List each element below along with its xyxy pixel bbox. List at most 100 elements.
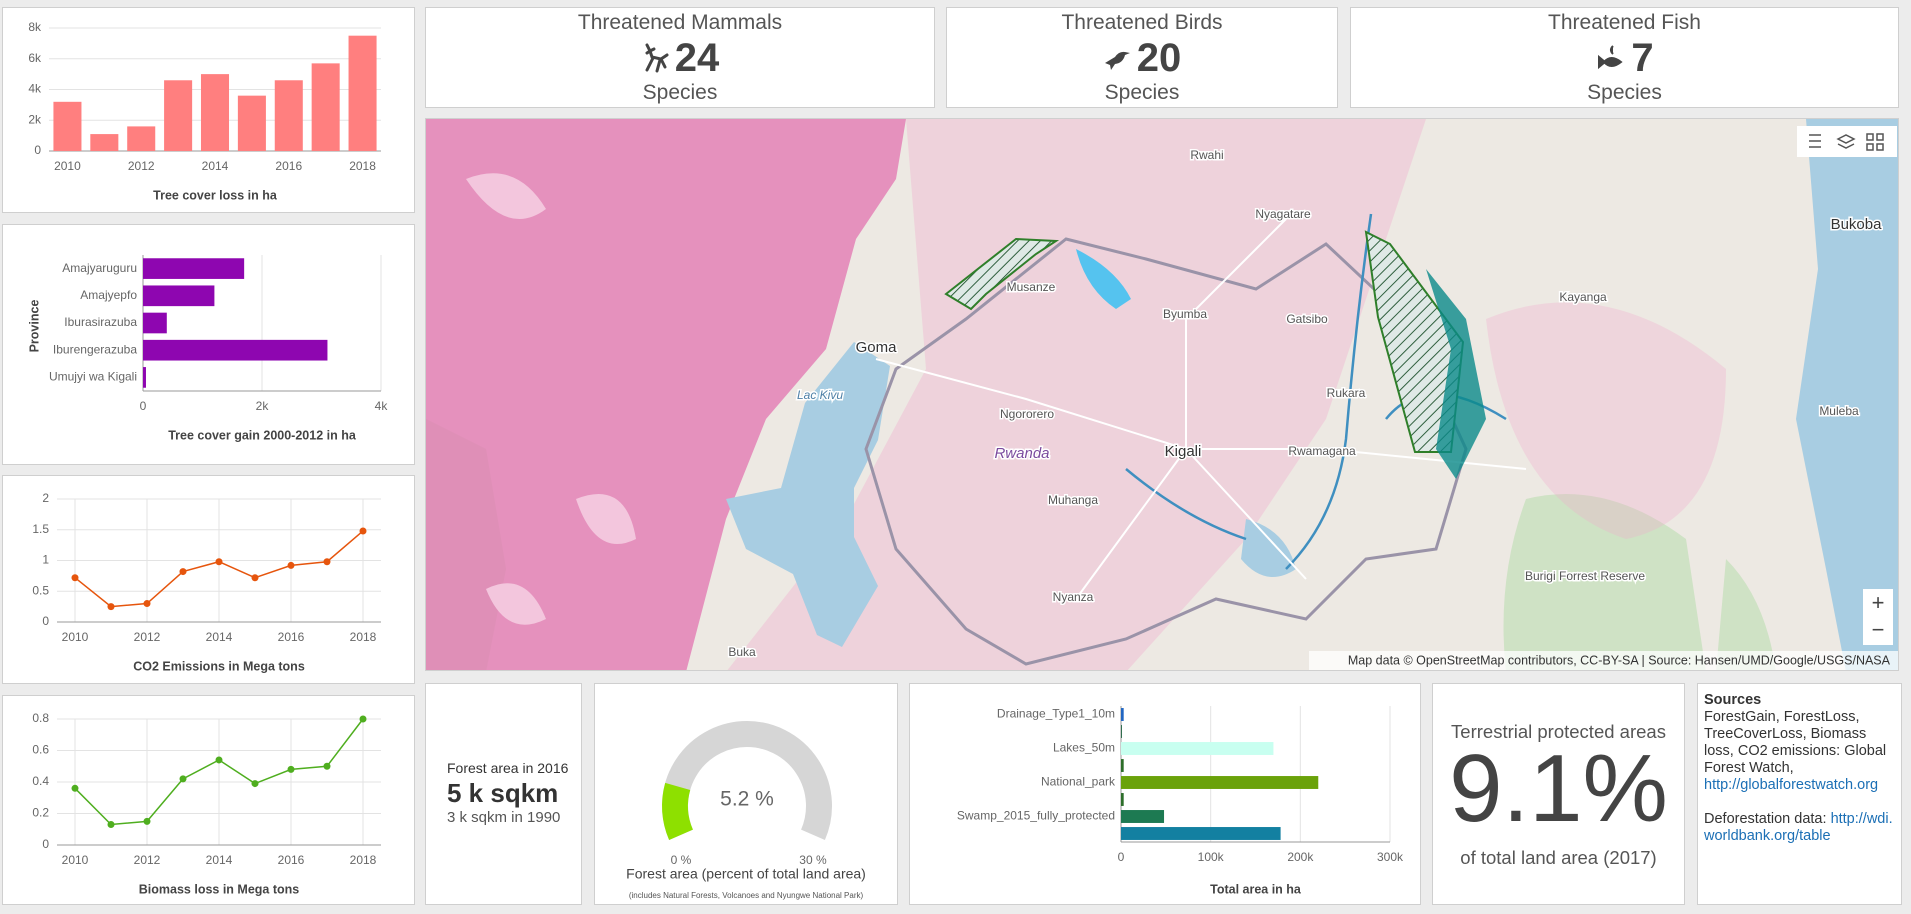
map-label: Burigi Forrest Reserve bbox=[1525, 569, 1645, 583]
bar bbox=[1121, 793, 1124, 806]
tree-gain-panel: 0 2k 4k Amajyaruguru Amajyepfo Iburasirazuba I… bbox=[2, 224, 415, 465]
map-label: Byumba bbox=[1163, 307, 1207, 321]
bar bbox=[1121, 742, 1274, 755]
x-tick-label: 2010 bbox=[62, 853, 89, 867]
bar bbox=[1121, 776, 1319, 789]
sources-text: Deforestation data: bbox=[1704, 811, 1827, 827]
y-tick-label: Iburasirazuba bbox=[64, 315, 137, 329]
forest-area-panel: Forest area in 2016 5 k sqkm 3 k sqkm in… bbox=[425, 683, 582, 905]
counter-value: 24 bbox=[674, 35, 720, 80]
point bbox=[143, 817, 151, 825]
map-label: Rwamagana bbox=[1288, 444, 1356, 458]
x-tick-label: 2k bbox=[256, 399, 270, 413]
counter-title: Threatened Mammals bbox=[577, 10, 783, 34]
map-label: Buka bbox=[728, 645, 756, 659]
y-tick-label: 0.2 bbox=[32, 806, 49, 820]
zoom-out[interactable]: − bbox=[1872, 617, 1885, 642]
map-label: Nyagatare bbox=[1255, 207, 1311, 221]
x-tick-label: 100k bbox=[1198, 850, 1225, 864]
tree-gain-chart: 0 2k 4k Amajyaruguru Amajyepfo Iburasirazuba I… bbox=[27, 255, 388, 442]
counter-value: 20 bbox=[1136, 35, 1182, 80]
point bbox=[107, 821, 115, 829]
y-tick-label: 4k bbox=[28, 82, 42, 96]
bar bbox=[1121, 810, 1165, 823]
deer-icon bbox=[645, 43, 669, 72]
x-tick-label: 2010 bbox=[54, 159, 81, 173]
y-tick-label: 1.5 bbox=[32, 522, 49, 536]
y-tick-label: 0 bbox=[42, 837, 49, 851]
y-tick-label: 6k bbox=[28, 51, 42, 65]
point bbox=[323, 762, 331, 770]
map-label: Muleba bbox=[1819, 404, 1859, 418]
road bbox=[875, 218, 1527, 600]
sources-text: ForestGain, ForestLoss, TreeCoverLoss, B… bbox=[1704, 709, 1887, 776]
y-tick-label: 0.5 bbox=[32, 583, 49, 597]
map-label: Rwanda bbox=[994, 445, 1049, 462]
forest-area-value: 5 k sqkm bbox=[447, 778, 559, 808]
toolbar-icons[interactable] bbox=[1809, 133, 1884, 151]
map-label: Ngororero bbox=[1000, 407, 1054, 421]
counter-unit: Species bbox=[642, 80, 718, 104]
protected-title: Terrestrial protected areas bbox=[1451, 721, 1666, 742]
point bbox=[287, 765, 295, 773]
x-axis-title: CO2 Emissions in Mega tons bbox=[133, 659, 305, 673]
sources-link[interactable]: http://wdi.worldbank.org/table bbox=[1704, 811, 1893, 844]
fish-icon bbox=[1598, 44, 1623, 69]
x-tick-label: 2018 bbox=[350, 630, 377, 644]
map[interactable]: + − Map data © OpenStreetMap contributor… bbox=[426, 119, 1899, 671]
sources-link[interactable]: http://globalforestwatch.org bbox=[1704, 777, 1879, 793]
gauge-value-label: 5.2 % bbox=[720, 788, 774, 811]
point bbox=[71, 784, 79, 792]
point bbox=[215, 756, 223, 764]
bar bbox=[1121, 759, 1124, 772]
counter-row: 7 bbox=[1595, 35, 1654, 81]
y-tick-label: 0.4 bbox=[32, 774, 49, 788]
gauge-panel: 5.2 % 0 % 30 % Forest area (percent of tota… bbox=[594, 683, 898, 905]
counter-value: 7 bbox=[1631, 35, 1654, 80]
forest-loss-gap bbox=[466, 173, 636, 625]
x-tick-label: 2012 bbox=[134, 853, 161, 867]
point bbox=[359, 715, 367, 723]
forest-area-title: Forest area in 2016 bbox=[447, 760, 569, 776]
forest-loss-area bbox=[727, 119, 1426, 670]
counter-row: 20 bbox=[1103, 35, 1182, 81]
y-tick-label: National_park bbox=[1041, 775, 1116, 789]
reserve-area bbox=[1503, 494, 1706, 670]
y-tick-label: Amajyepfo bbox=[80, 288, 137, 302]
y-tick-label: 0 bbox=[34, 143, 41, 157]
y-tick-label: 0 bbox=[42, 614, 49, 628]
map-label: Rwahi bbox=[1190, 148, 1223, 162]
point bbox=[251, 574, 259, 582]
gauge-value bbox=[662, 782, 694, 841]
x-tick-label: 0 bbox=[1118, 850, 1125, 864]
x-tick-label: 0 bbox=[140, 399, 147, 413]
y-axis-title: Province bbox=[27, 300, 41, 353]
biomass-panel: 0 0.2 0.4 0.6 0.8 2010 2012 2014 2016 2018 Biomass… bbox=[2, 695, 415, 905]
y-tick-label: Drainage_Type1_10m bbox=[997, 707, 1115, 721]
point bbox=[287, 561, 295, 569]
map-label: Gatsibo bbox=[1286, 312, 1328, 326]
counter-unit: Species bbox=[1587, 80, 1662, 104]
y-tick-label: Amajyaruguru bbox=[62, 261, 137, 275]
counter-fish: Threatened Fish 7 Species bbox=[1350, 7, 1899, 108]
map-label: Kayanga bbox=[1559, 290, 1607, 304]
biomass-chart: 0 0.2 0.4 0.6 0.8 2010 2012 2014 2016 2018 Biomass… bbox=[32, 711, 381, 896]
protected-panel: Terrestrial protected areas 9.1% of tota… bbox=[1432, 683, 1685, 905]
lake-victoria bbox=[1796, 119, 1898, 670]
tree-loss-chart: 0 2k 4k 6k 8k 2010 2012 2014 2016 2018 Tree cover … bbox=[28, 20, 381, 202]
x-axis-title: Tree cover loss in ha bbox=[153, 188, 278, 202]
gauge-tick-label: 0 % bbox=[671, 853, 692, 867]
sources-panel: Sources ForestGain, ForestLoss, TreeCove… bbox=[1697, 683, 1902, 905]
x-tick-label: 300k bbox=[1377, 850, 1404, 864]
y-tick-label: 2 bbox=[42, 491, 49, 505]
protected-value: 9.1% bbox=[1449, 735, 1668, 842]
bar bbox=[1121, 725, 1122, 738]
bar bbox=[143, 258, 245, 279]
bar bbox=[90, 134, 119, 151]
x-tick-label: 2016 bbox=[278, 853, 305, 867]
national-park bbox=[944, 237, 1060, 311]
point bbox=[107, 603, 115, 611]
zoom-in[interactable]: + bbox=[1872, 590, 1885, 615]
sources-title: Sources bbox=[1704, 692, 1762, 708]
co2-chart: 0 0.5 1 1.5 2 2010 2012 2014 2016 2018 CO2 Emissio… bbox=[32, 491, 381, 673]
